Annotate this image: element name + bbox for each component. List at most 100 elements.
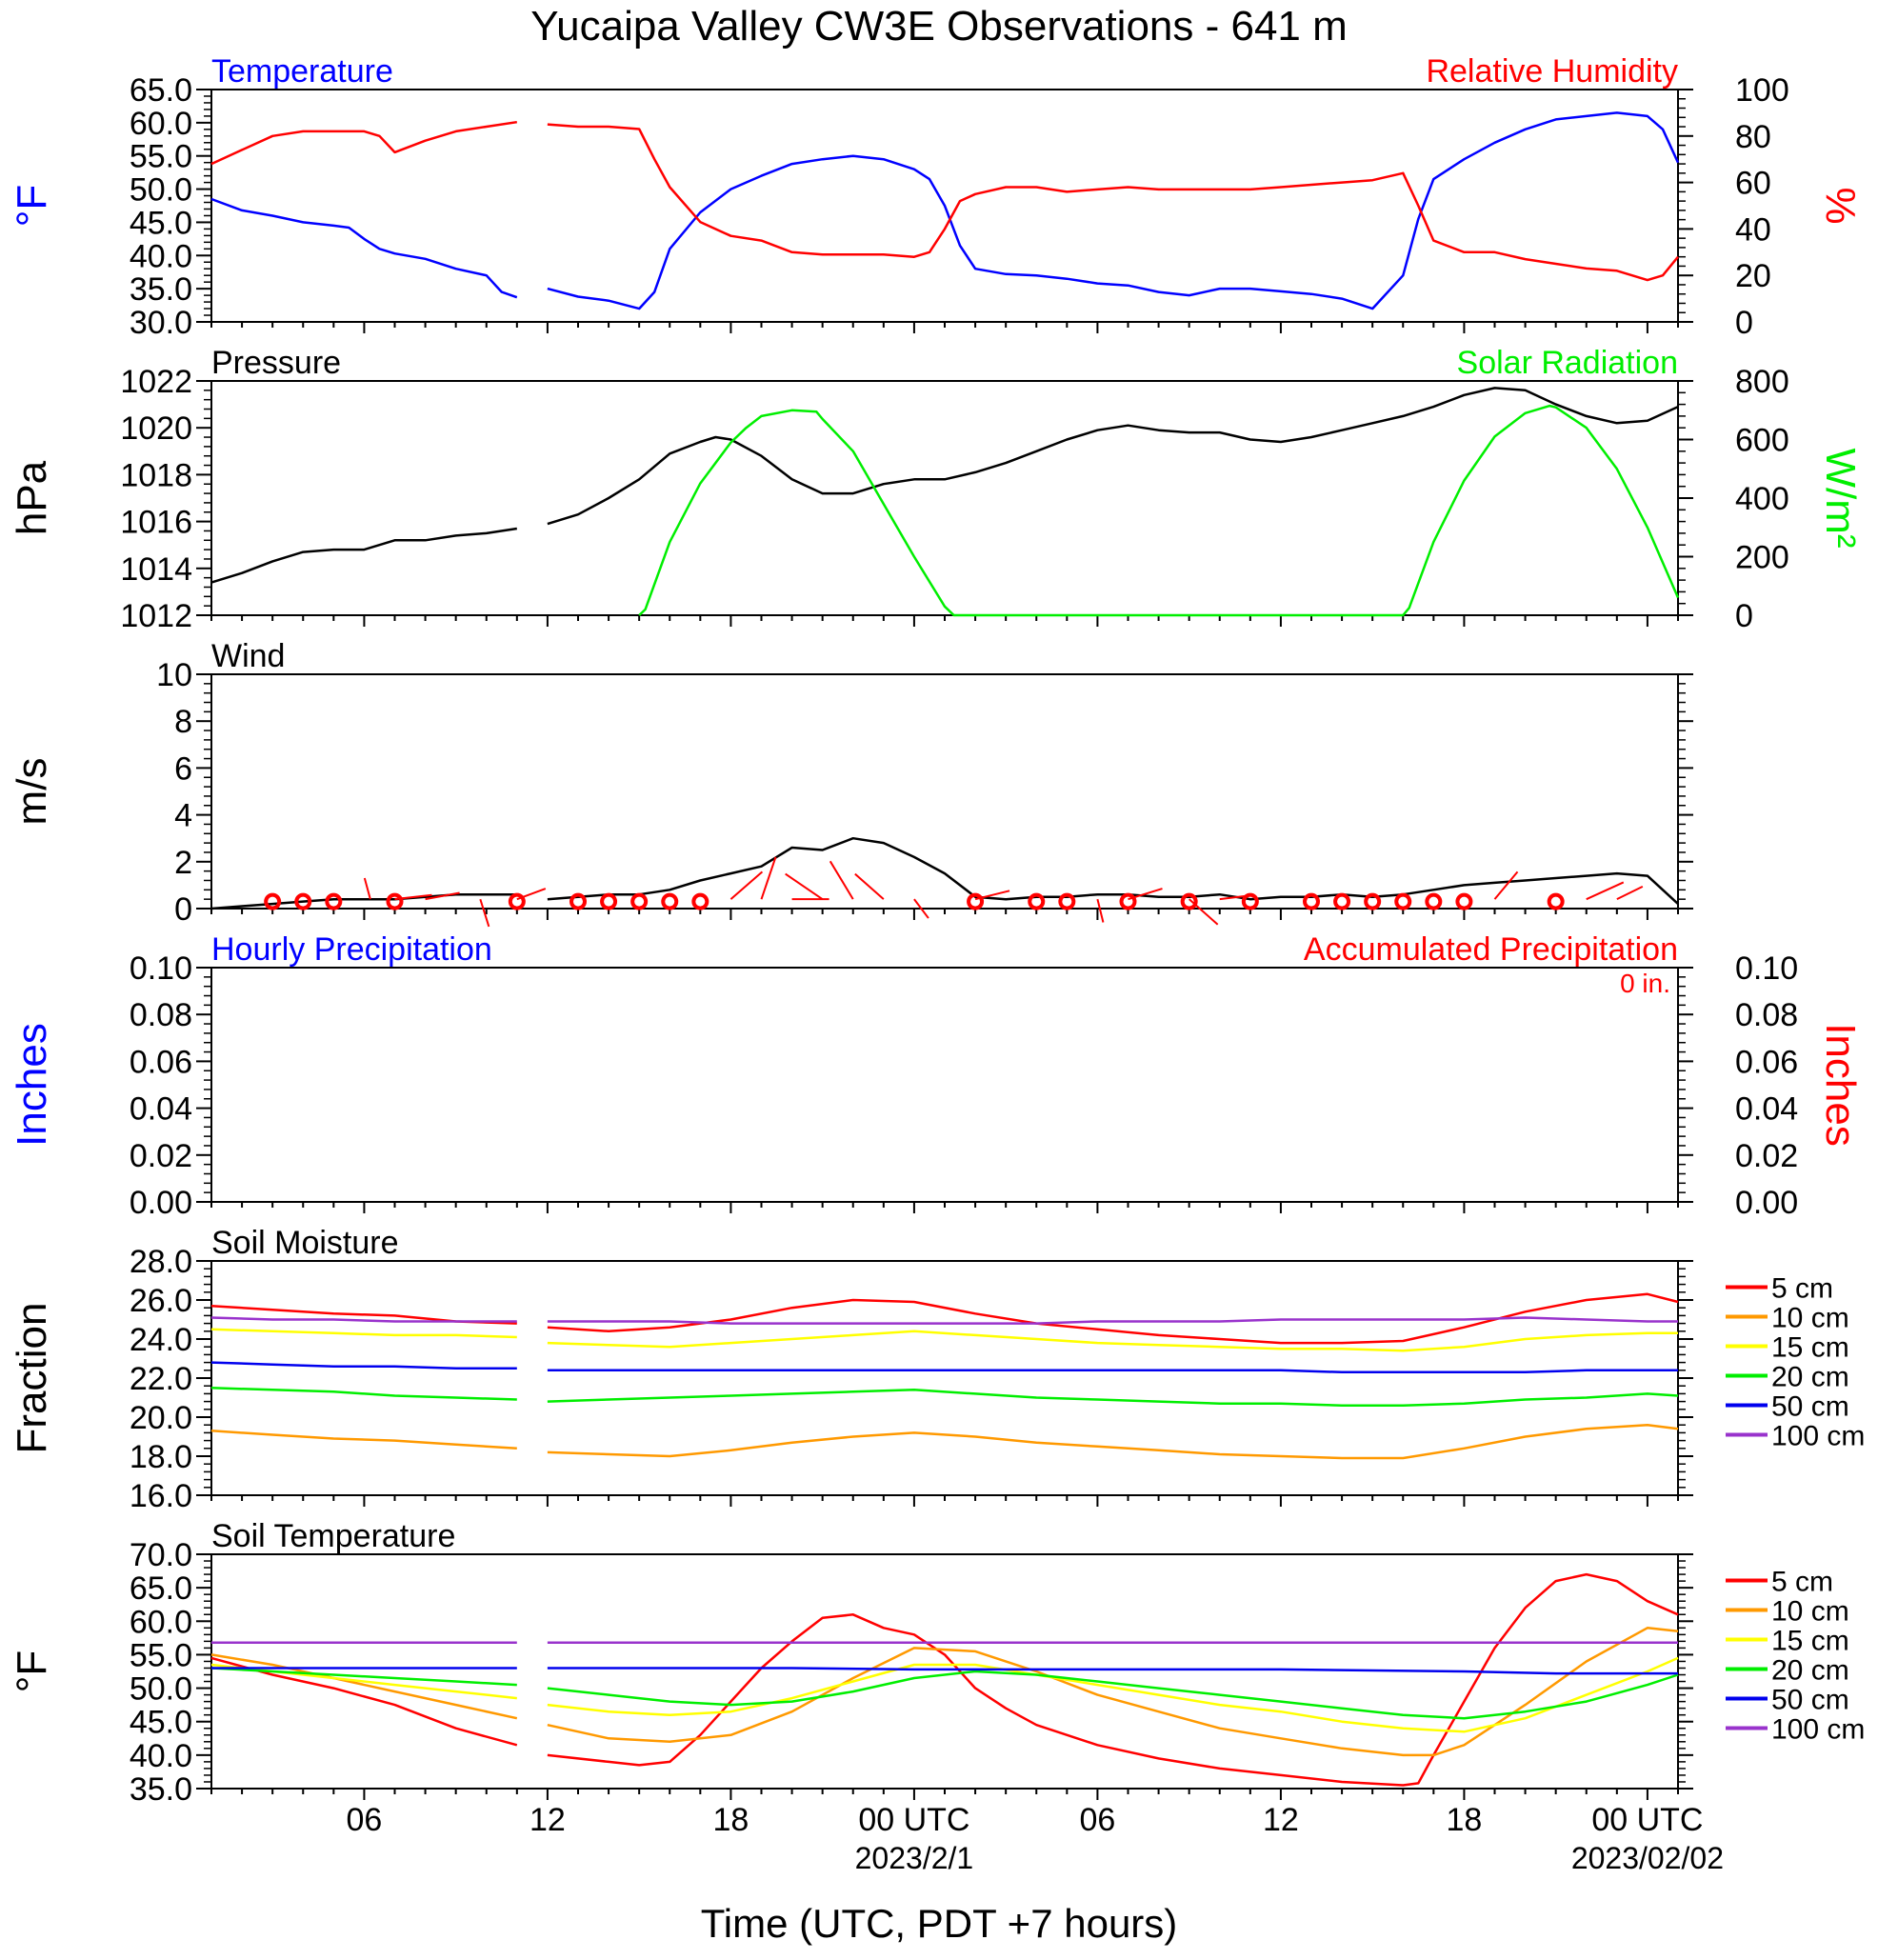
series-line-left-0: [210, 892, 517, 910]
wind-barb: [1219, 893, 1254, 901]
wind-barb: [829, 860, 854, 900]
series-line-10-cm: [210, 1430, 517, 1450]
y-tick-label-left: 40.0: [130, 238, 192, 274]
legend-label: 15 cm: [1771, 1626, 1849, 1657]
wind-barb: [974, 890, 1010, 901]
wind-barb: [729, 870, 764, 900]
panel-pressure_solar: 1012 1014 1016 1018 1020 1022 0 200 400 600 800 Pre…: [9, 345, 1864, 634]
legend-entry: 15 cm: [1726, 1626, 1849, 1657]
x-tick-label: 00 UTC: [1591, 1802, 1703, 1838]
legend-entry: 10 cm: [1726, 1596, 1849, 1628]
calm-wind-marker: [967, 892, 985, 910]
y-tick-label-left: 50.0: [130, 172, 192, 209]
y-tick-label-left: 20.0: [130, 1400, 192, 1436]
page-title: Yucaipa Valley CW3E Observations - 641 m: [530, 3, 1348, 50]
wind-barb: [1493, 870, 1519, 900]
legend-entry: 20 cm: [1726, 1362, 1849, 1393]
x-tick-label: 12: [529, 1802, 566, 1838]
y-tick-label-left: 8: [174, 704, 192, 740]
y-tick-label-left: 55.0: [130, 1637, 192, 1673]
wind-barb: [785, 872, 824, 900]
series-line-20-cm: [547, 1389, 1679, 1407]
y-tick-label-left: 1022: [120, 364, 192, 400]
series-line-right-1: [547, 123, 1679, 282]
panel-frame: [210, 380, 1679, 616]
panel-title-left: Hourly Precipitation: [211, 931, 492, 968]
calm-wind-marker: [1455, 892, 1473, 910]
panel-temp_rh: 30.035.040.045.050.055.060.065.0 0 20 40 60 8…: [9, 53, 1864, 341]
y-tick-label-left: 0.06: [130, 1044, 192, 1080]
y-tick-label-left: 45.0: [130, 1705, 192, 1741]
y-tick-label-left: 6: [174, 750, 192, 787]
panel-title-left: Pressure: [211, 345, 341, 381]
wind-barb: [479, 898, 490, 928]
y-tick-label-left: 22.0: [130, 1361, 192, 1397]
y-tick-label-left: 70.0: [130, 1537, 192, 1573]
panel-title-right: Solar Radiation: [1457, 345, 1678, 381]
wind-barb: [516, 888, 547, 901]
calm-wind-marker: [294, 892, 312, 910]
series-line-100-cm: [210, 1316, 517, 1323]
y-tick-label-left: 16.0: [130, 1478, 192, 1514]
calm-wind-marker: [1333, 892, 1351, 910]
calm-wind-marker: [1364, 892, 1382, 910]
legend-label: 5 cm: [1771, 1567, 1833, 1598]
y-tick-label-left: 60.0: [130, 1604, 192, 1640]
y-tick-label-left: 1016: [120, 505, 192, 541]
series-line-5-cm: [547, 1572, 1679, 1787]
y-axis-label-left: m/s: [9, 758, 55, 826]
series-line-10-cm: [547, 1627, 1679, 1757]
y-axis-label-right: Inches: [1817, 1023, 1864, 1147]
x-tick-label: 18: [713, 1802, 749, 1838]
legend-label: 10 cm: [1771, 1596, 1849, 1628]
legend-label: 50 cm: [1771, 1685, 1849, 1716]
legend-label: 20 cm: [1771, 1655, 1849, 1687]
wind-barb: [1586, 881, 1625, 901]
y-tick-label-right: 20: [1735, 258, 1771, 294]
y-tick-label-right: 100: [1735, 72, 1789, 109]
y-tick-label-left: 65.0: [130, 72, 192, 109]
calm-wind-marker: [1425, 892, 1443, 910]
panel-frame: [210, 1260, 1679, 1496]
y-tick-label-left: 55.0: [130, 139, 192, 175]
legend-label: 50 cm: [1771, 1391, 1849, 1423]
y-axis-label-left: Inches: [9, 1023, 55, 1147]
y-tick-label-right: 40: [1735, 211, 1771, 248]
y-axis-label-left: °F: [9, 1650, 55, 1692]
series-line-20-cm: [547, 1670, 1679, 1720]
legend-entry: 5 cm: [1726, 1567, 1833, 1598]
date-label: 2023/02/02: [1571, 1841, 1724, 1875]
y-tick-label-left: 65.0: [130, 1570, 192, 1607]
y-axis-label-right: W/m²: [1817, 448, 1864, 548]
legend-entry: 50 cm: [1726, 1391, 1849, 1423]
calm-wind-marker: [1180, 892, 1198, 910]
y-axis-label-right: %: [1817, 187, 1864, 224]
series-line-10-cm: [547, 1423, 1679, 1460]
series-line-15-cm: [547, 1656, 1679, 1733]
y-tick-label-right: 60: [1735, 166, 1771, 202]
y-axis-label-left: hPa: [9, 460, 55, 535]
x-tick-label: 06: [347, 1802, 383, 1838]
panel-soil_moisture: 16.018.020.022.024.026.028.0 Soil Moistur…: [9, 1225, 1865, 1514]
series-line-20-cm: [210, 1387, 517, 1401]
calm-wind-marker: [691, 892, 709, 910]
y-tick-label-right: 0: [1735, 598, 1753, 634]
y-tick-label-left: 0.02: [130, 1138, 192, 1174]
series-line-left-0: [547, 836, 1679, 906]
calm-wind-marker: [1028, 892, 1046, 910]
y-tick-label-right: 800: [1735, 364, 1789, 400]
wind-barb: [1096, 898, 1105, 923]
y-tick-label-left: 1018: [120, 457, 192, 493]
calm-wind-marker: [661, 892, 679, 910]
calm-wind-marker: [1394, 892, 1412, 910]
y-tick-label-left: 35.0: [130, 1771, 192, 1808]
y-tick-label-left: 0.08: [130, 997, 192, 1033]
x-axis-label: Time (UTC, PDT +7 hours): [701, 1901, 1178, 1946]
y-axis-label-left: Fraction: [9, 1303, 55, 1454]
wind-barb: [760, 856, 777, 900]
series-line-15-cm: [210, 1328, 517, 1339]
panel-title-left: Soil Moisture: [211, 1225, 399, 1261]
y-tick-label-left: 35.0: [130, 271, 192, 308]
legend-label: 10 cm: [1771, 1303, 1849, 1334]
